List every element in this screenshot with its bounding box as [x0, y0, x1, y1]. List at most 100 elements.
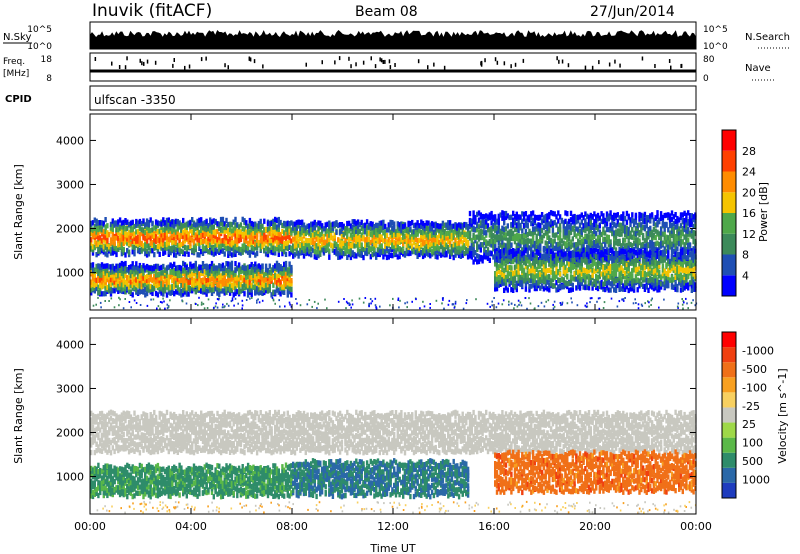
power-cell: [609, 222, 612, 228]
power-cell: [533, 244, 537, 250]
power-cell: [681, 247, 684, 253]
power-cell: [174, 289, 178, 295]
power-cell: [237, 275, 241, 281]
power-cell: [488, 232, 491, 238]
power-cell: [149, 265, 152, 271]
power-cell: [228, 241, 232, 247]
power-cell: [322, 239, 326, 245]
power-cell: [319, 232, 322, 238]
power-cell: [183, 235, 187, 242]
power-cell: [292, 225, 295, 231]
power-cell: [521, 258, 524, 264]
power-cell: [503, 242, 506, 248]
power-cell: [241, 226, 244, 232]
power-cell: [421, 234, 425, 240]
power-cell: [283, 261, 286, 267]
power-cell: [216, 221, 219, 227]
power-cell: [587, 239, 591, 245]
power-cell: [403, 233, 407, 240]
power-cell: [225, 217, 228, 224]
power-cell: [187, 220, 190, 226]
power-cell: [183, 244, 187, 250]
power-cell: [544, 263, 547, 269]
power-cell: [490, 233, 493, 239]
power-cell: [99, 238, 102, 245]
power-cell: [292, 253, 295, 259]
power-cell: [578, 283, 582, 290]
power-cell: [277, 222, 280, 228]
power-cell: [548, 235, 551, 241]
power-cell: [546, 248, 549, 254]
power-cell: [578, 222, 582, 228]
power-cell: [310, 226, 313, 232]
power-cell: [385, 227, 389, 233]
power-cell: [268, 230, 271, 237]
power-cell: [566, 247, 569, 253]
power-cell: [218, 291, 221, 297]
power-cell: [176, 249, 179, 255]
power-cell: [510, 255, 513, 261]
power-cell: [652, 242, 656, 248]
power-cell: [346, 241, 349, 247]
power-cell: [571, 255, 574, 261]
power-cell: [169, 269, 172, 275]
power-cell: [131, 226, 134, 232]
power-cell: [115, 263, 118, 269]
nsky-tick-top: 10^5: [27, 25, 52, 35]
power-cell: [497, 240, 500, 246]
power-cell: [517, 223, 520, 229]
power-cell: [182, 287, 185, 294]
power-cell: [439, 236, 443, 243]
power-cell: [324, 222, 327, 228]
freq-mark: [388, 59, 391, 64]
station-title: Inuvik (fitACF): [92, 1, 212, 21]
power-cell: [393, 240, 396, 246]
power-cell: [324, 247, 327, 253]
power-cell: [587, 280, 591, 286]
power-cell: [113, 220, 116, 226]
power-cell: [488, 257, 491, 263]
power-cell: [95, 218, 98, 224]
power-cell: [122, 229, 125, 235]
power-cell: [165, 280, 169, 286]
power-cell: [641, 213, 645, 219]
power-cell: [214, 242, 217, 248]
power-cell: [266, 252, 270, 258]
power-cell: [252, 234, 255, 241]
power-cell: [380, 220, 383, 226]
power-cell: [91, 220, 95, 226]
power-cell: [144, 250, 147, 257]
power-cell: [587, 251, 591, 257]
power-cell: [593, 227, 596, 233]
power-cell: [320, 231, 324, 237]
freq-mark: [338, 56, 341, 61]
power-cell: [641, 241, 645, 248]
power-cell: [95, 263, 98, 270]
power-cell: [584, 227, 587, 234]
power-cell: [210, 239, 214, 245]
power-cell: [362, 223, 365, 229]
power-cell: [201, 238, 205, 245]
power-cell: [524, 272, 528, 279]
power-cell: [232, 284, 235, 290]
power-cell: [153, 280, 156, 286]
power-cell: [457, 234, 461, 240]
power-cell: [230, 245, 234, 251]
power-cell: [549, 278, 553, 284]
power-cell: [237, 249, 241, 256]
power-cell: [160, 279, 163, 285]
power-cell: [584, 218, 587, 224]
power-cell: [571, 225, 574, 232]
power-cell: [694, 223, 697, 229]
power-cell: [263, 218, 266, 224]
power-cell: [144, 281, 147, 287]
power-cell: [371, 225, 374, 231]
power-cell: [591, 214, 594, 220]
power-cell: [571, 219, 574, 225]
power-cell: [365, 248, 369, 254]
power-cell: [470, 240, 473, 247]
power-cell: [544, 221, 547, 228]
power-cell: [501, 239, 504, 245]
power-cell: [182, 249, 185, 255]
power-cell: [447, 230, 450, 236]
